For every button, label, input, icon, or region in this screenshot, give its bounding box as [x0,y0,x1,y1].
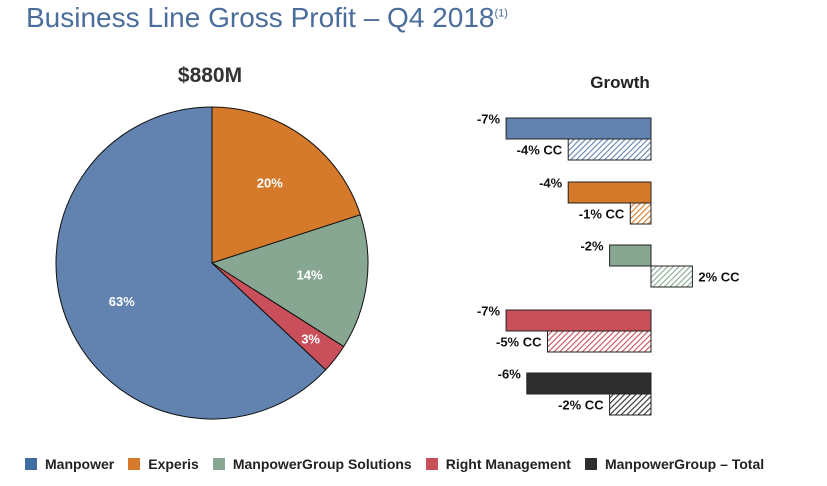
bar-reported-manpowergroup-total [526,372,652,395]
legend-item-right-management: Right Management [425,456,571,472]
bar-label-cc-manpower: -4% CC [517,143,563,158]
legend-swatch-solutions [212,458,225,470]
bar-label-cc-manpowergroup-solutions: 2% CC [698,270,740,285]
legend-label-manpower: Manpower [45,456,115,472]
legend-label-solutions: ManpowerGroup Solutions [232,456,412,472]
pie-slice-manpower [55,106,327,420]
bar-cc-manpowergroup-solutions [650,265,693,288]
legend-label-total: ManpowerGroup – Total [604,456,765,472]
bar-label-reported-manpowergroup-total: -6% [498,367,522,382]
pie-label-manpower: 63% [109,294,135,309]
page-title-text: Business Line Gross Profit – Q4 2018 [26,2,495,33]
legend-item-manpower: Manpower [25,456,114,472]
pie-title: $880M [178,64,242,87]
bar-label-cc-right-management: -5% CC [496,335,542,350]
pie-label-manpowergroup-solutions: 14% [296,267,322,282]
legend-label-experis: Experis [148,456,199,472]
pie-chart: 63% 20% 14% 3% [55,106,369,420]
bar-reported-manpowergroup-solutions [609,244,652,267]
title-footnote: (1) [494,7,508,20]
bar-label-cc-manpowergroup-total: -2% CC [558,398,604,413]
bar-cc-experis [629,202,652,225]
legend-swatch-manpower [25,458,37,470]
bar-reported-experis [567,181,652,204]
legend: Manpower Experis ManpowerGroup Solutions… [25,456,778,472]
bar-label-reported-manpowergroup-solutions: -2% [580,239,604,254]
legend-swatch-right-management [425,458,438,470]
pie-slice-right-management [211,262,345,371]
bar-cc-manpower [567,138,652,161]
legend-swatch-total [584,458,597,470]
legend-swatch-experis [128,458,141,470]
bar-cc-right-management [547,330,652,353]
growth-title: Growth [590,73,650,92]
bar-label-reported-manpower: -7% [477,112,501,127]
bar-label-reported-right-management: -7% [477,304,501,319]
legend-item-total: ManpowerGroup – Total [584,456,765,472]
pie-label-right-management: 3% [301,331,320,346]
bar-label-reported-experis: -4% [539,176,563,191]
bar-cc-manpowergroup-total [609,393,652,416]
pie-label-experis: 20% [257,175,283,190]
pie-slice-manpowergroup-solutions [210,214,369,348]
legend-item-experis: Experis [128,456,199,472]
pie-slice-experis [211,106,361,264]
bar-label-cc-experis: -1% CC [579,207,625,222]
bar-reported-manpower [505,117,652,140]
bar-reported-right-management [505,309,652,332]
page-title: Business Line Gross Profit – Q4 2018(1) [26,2,508,34]
legend-label-right-management: Right Management [445,456,571,472]
legend-item-solutions: ManpowerGroup Solutions [212,456,412,472]
growth-bar-chart: -7% -4% CC -4% -1% CC -2% 2% CC -7% -5% CC -6% -2… [477,112,740,416]
